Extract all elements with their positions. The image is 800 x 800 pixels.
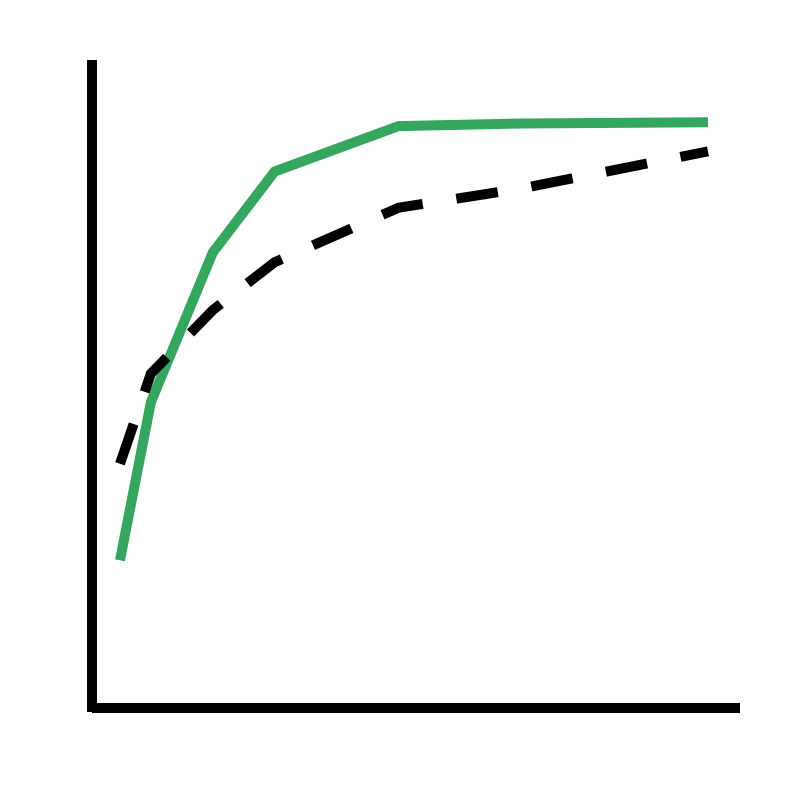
series-line-dashed [115,146,709,466]
series-layer [115,117,709,562]
series-line-solid [115,117,709,562]
